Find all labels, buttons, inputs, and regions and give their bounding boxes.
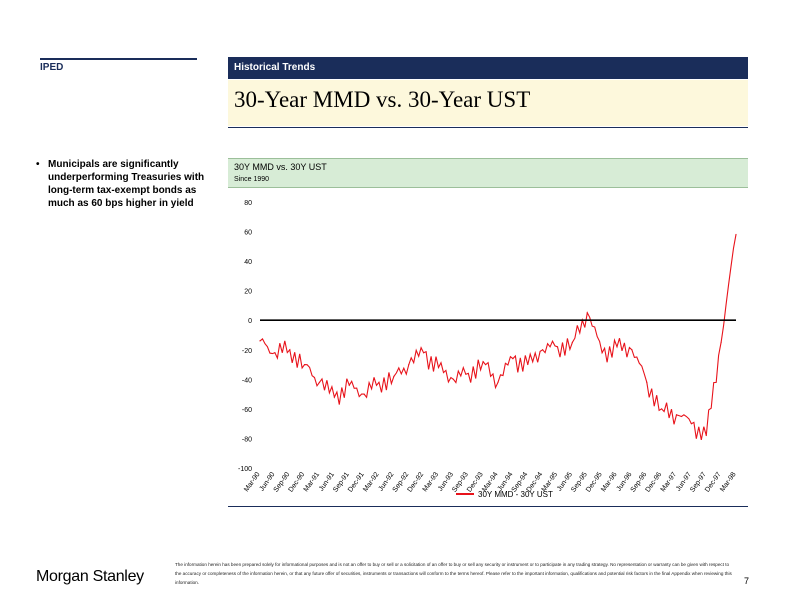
data-point — [720, 341, 722, 343]
data-point — [527, 363, 529, 366]
data-point — [408, 363, 410, 366]
x-tick-label: Mar-98 — [719, 471, 738, 493]
bullet-text: Municipals are significantly underperfor… — [48, 159, 205, 209]
data-point — [497, 381, 499, 383]
legend-label: 30Y MMD - 30Y UST — [478, 490, 553, 499]
line-chart: 806040200-20-40-60-80-100Mar-90Jun-90Sep… — [238, 200, 738, 499]
data-point — [333, 396, 335, 398]
data-point — [393, 375, 395, 377]
y-tick-label: -60 — [242, 407, 252, 414]
bullet-icon: • — [36, 159, 40, 170]
y-tick-label: -20 — [242, 348, 252, 355]
y-tick-label: -40 — [242, 377, 252, 384]
data-point — [661, 408, 663, 410]
data-point — [675, 414, 678, 416]
data-point — [690, 423, 692, 425]
section-rule — [40, 58, 197, 60]
data-point — [363, 393, 365, 395]
data-point — [259, 340, 261, 342]
data-point — [452, 378, 454, 380]
data-point — [646, 381, 648, 383]
data-point — [556, 346, 559, 348]
data-point — [512, 358, 514, 360]
title-rule — [228, 127, 748, 128]
chart-subtitle: Since 1990 — [234, 176, 270, 183]
y-tick-label: 0 — [248, 318, 252, 325]
footer-rule — [228, 506, 748, 507]
data-point — [378, 381, 380, 383]
page-number: 7 — [744, 576, 750, 586]
data-point — [348, 384, 350, 386]
data-point — [542, 349, 544, 351]
y-tick-label: 40 — [244, 259, 252, 266]
chart-title: 30Y MMD vs. 30Y UST — [234, 162, 327, 172]
slide-title: 30-Year MMD vs. 30-Year UST — [228, 80, 748, 126]
data-point — [571, 341, 573, 343]
section-tag: IPED — [40, 62, 64, 73]
data-point — [586, 312, 588, 314]
series-line — [259, 234, 737, 441]
data-point — [467, 372, 469, 375]
y-tick-label: -80 — [242, 436, 252, 443]
data-point — [705, 434, 707, 437]
y-tick-label: 60 — [244, 230, 252, 237]
data-point — [304, 363, 306, 366]
data-point — [631, 349, 633, 351]
y-tick-label: -100 — [238, 466, 252, 473]
y-tick-label: 80 — [244, 200, 252, 207]
y-tick-label: 20 — [244, 289, 252, 296]
data-point — [318, 381, 321, 383]
section-header-bar: Historical Trends — [228, 57, 748, 79]
data-point — [482, 361, 484, 363]
disclaimer-text: The information herein has been prepared… — [175, 562, 732, 585]
data-point — [601, 352, 603, 354]
data-point — [437, 366, 440, 369]
data-point — [423, 352, 425, 354]
data-point — [274, 352, 276, 354]
company-logo: Morgan Stanley — [36, 568, 144, 585]
chart-header: 30Y MMD vs. 30Y UST Since 1990 — [228, 158, 748, 188]
data-point — [289, 349, 291, 351]
data-point — [616, 346, 618, 348]
bullet-point: • Municipals are significantly underperf… — [36, 158, 206, 210]
data-point — [735, 233, 737, 236]
